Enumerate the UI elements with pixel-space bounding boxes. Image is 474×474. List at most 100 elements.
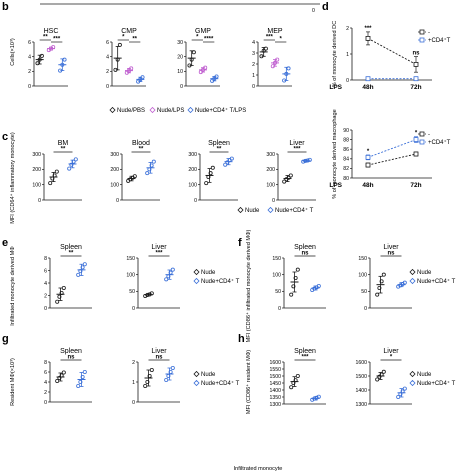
data-point [272, 60, 277, 65]
data-point [375, 377, 380, 382]
data-point [365, 162, 371, 168]
data-point [214, 74, 219, 79]
subplot-d-0: % of monocyte derived DC 0 1 2 LPS 48h 72h *** n… [329, 21, 450, 91]
subplot-h-1: Liver 1300 1400 1500 1600 * [355, 348, 412, 408]
legend-label: Nude/LPS [157, 108, 184, 114]
data-point [76, 272, 81, 277]
legend-marker [193, 379, 200, 387]
y-axis-label-e: Infiltrated monocyte derived MΦ [10, 246, 16, 326]
legend-label: Nude [201, 372, 216, 378]
y-tick-label: 200 [32, 167, 41, 173]
y-tick-label: 1400 [269, 388, 281, 394]
legend-marker [409, 268, 416, 276]
data-point [48, 181, 53, 186]
data-point [210, 78, 215, 83]
data-point [82, 369, 87, 374]
subplot-g-1: Liver 0 1 2 ns [132, 348, 180, 406]
data-point [117, 42, 122, 47]
significance-label: *** [266, 35, 274, 41]
legend-label: Nude [417, 372, 432, 378]
data-point [223, 162, 228, 167]
y-tick-label: 3 [252, 51, 255, 57]
x-tick-label: 48h [362, 182, 373, 189]
data-point [365, 36, 371, 41]
subplot-title: GMP [195, 28, 211, 35]
data-point [145, 379, 150, 384]
data-point [379, 279, 384, 284]
data-point [143, 383, 148, 388]
data-point [35, 61, 40, 66]
y-tick-label: 2 [106, 69, 109, 75]
data-point [314, 395, 319, 400]
legend-marker [193, 277, 200, 285]
y-tick-label: 150 [126, 256, 135, 262]
y-tick-label: 30 [177, 40, 183, 46]
data-point [149, 291, 154, 296]
data-point [398, 392, 403, 397]
significance-label: ns [412, 51, 420, 57]
data-point [136, 79, 141, 84]
significance-label: ** [69, 251, 74, 257]
y-tick-label: 1 [252, 73, 255, 79]
data-point [59, 290, 64, 295]
y-tick-label: 88 [343, 137, 349, 143]
subplot-title: Spleen [60, 348, 82, 355]
data-point [145, 171, 150, 176]
series-line [367, 38, 417, 65]
series-line [367, 139, 417, 158]
legend-marker [187, 106, 194, 114]
y-tick-label: 100 [110, 182, 119, 188]
y-tick-label: 0 [116, 198, 119, 204]
data-point [140, 75, 145, 80]
x-tick-label: 48h [362, 84, 373, 91]
panel-letter-g: g [2, 333, 9, 345]
y-tick-label: 1500 [269, 374, 281, 380]
data-point [166, 274, 171, 279]
data-point [71, 159, 76, 164]
data-point [54, 169, 59, 174]
y-tick-label: 1350 [269, 395, 281, 401]
data-point [80, 265, 85, 270]
subplot-title: MEP [267, 28, 283, 35]
data-point [282, 179, 287, 184]
subplot-title: Spleen [294, 244, 316, 251]
data-point [402, 386, 407, 391]
y-tick-label: 84 [343, 157, 349, 163]
y-tick-label: 1600 [269, 360, 281, 366]
y-tick-label: 0 [364, 306, 367, 312]
data-point [69, 162, 74, 167]
y-tick-label: 1450 [269, 381, 281, 387]
data-point [50, 176, 55, 181]
y-axis-label-g: Resident MΦ(×10³) [10, 358, 16, 406]
y-tick-label: 100 [358, 272, 367, 278]
data-point [316, 394, 321, 399]
significance-label: * [122, 35, 125, 41]
data-point [413, 137, 419, 143]
legend-label: +CD4⁺T [428, 139, 451, 146]
y-tick-label: 2 [252, 62, 255, 68]
panel-letter-h: h [238, 333, 245, 345]
y-tick-label: 200 [188, 167, 197, 173]
data-point [51, 45, 56, 50]
significance-label: * [196, 35, 199, 41]
data-point [229, 156, 234, 161]
significance-label: *** [53, 37, 61, 43]
data-point [212, 76, 217, 81]
data-point [316, 283, 321, 288]
legend-label: Nude [201, 270, 216, 276]
y-tick-label: 2 [346, 26, 349, 32]
data-point [166, 373, 171, 378]
y-tick-label: 1300 [269, 402, 281, 408]
data-point [57, 294, 62, 299]
significance-label: ** [61, 147, 66, 153]
data-point [365, 154, 371, 160]
legend-marker [193, 268, 200, 276]
legend-label: - [428, 30, 430, 36]
data-point [291, 284, 296, 289]
data-point [76, 383, 81, 388]
data-point [225, 160, 230, 165]
